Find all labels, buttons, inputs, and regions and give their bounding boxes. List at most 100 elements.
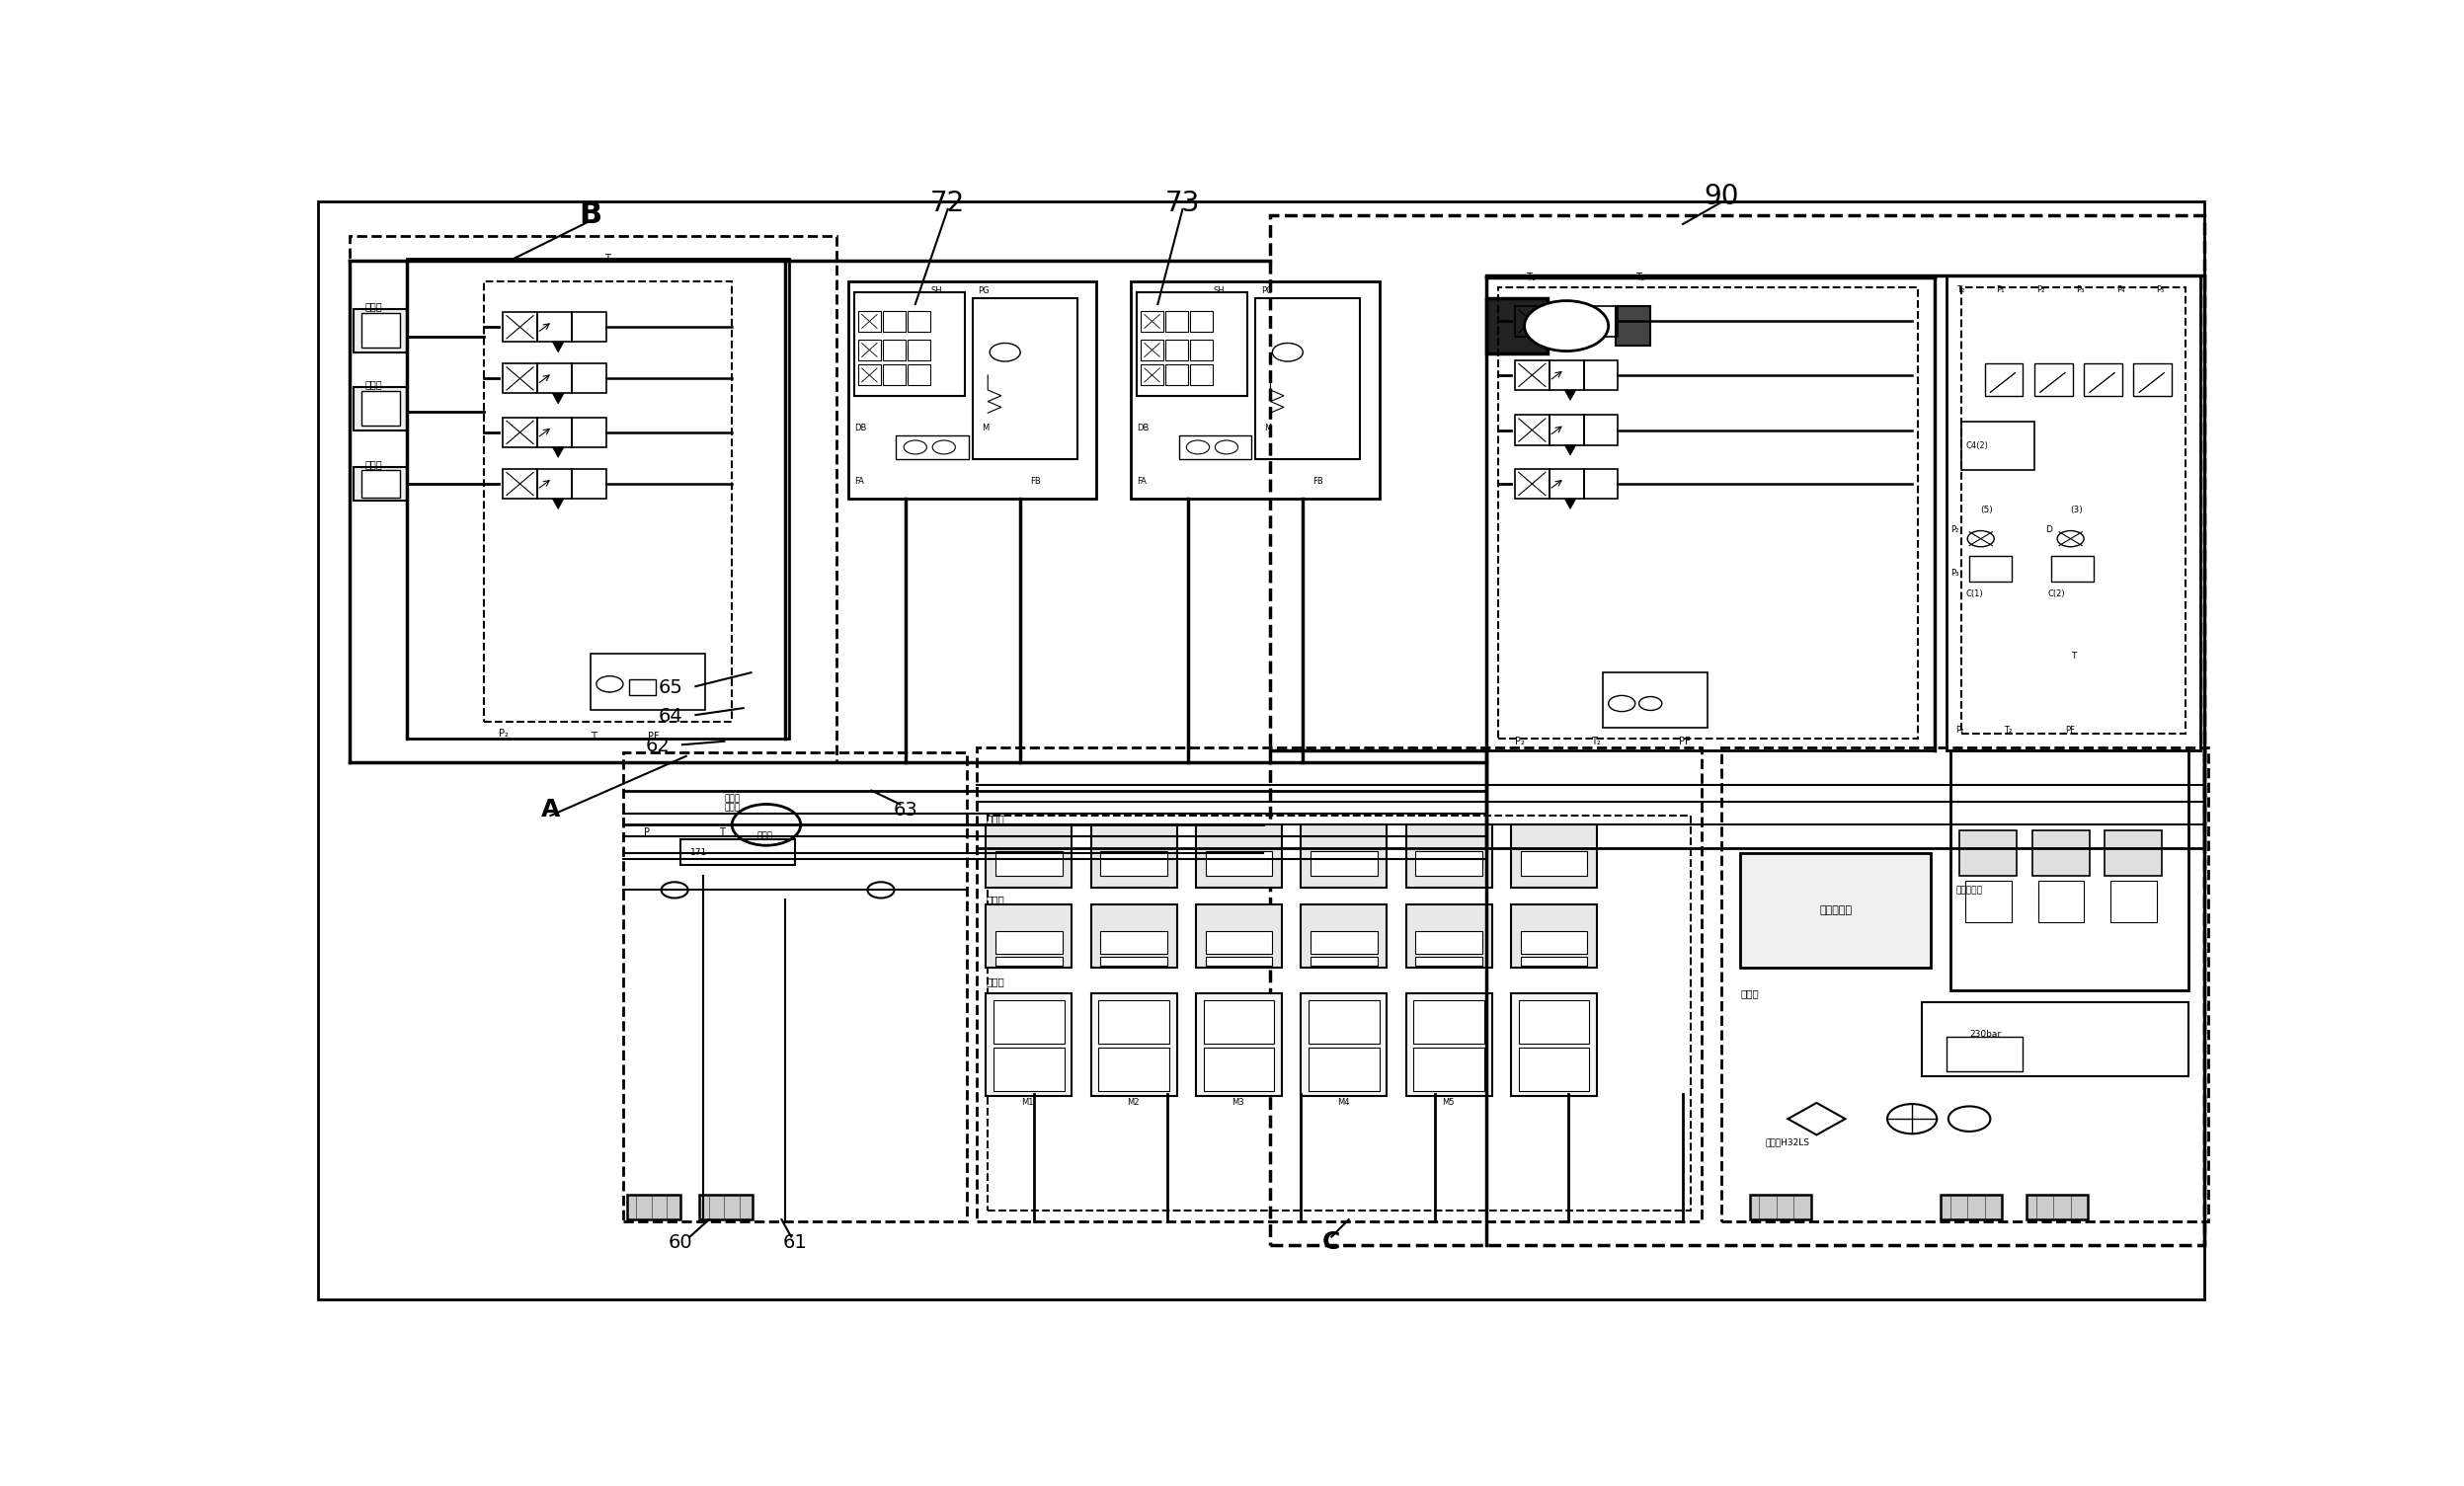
Text: T₂: T₂ (2003, 725, 2013, 734)
Text: PF: PF (2065, 725, 2075, 734)
Text: M: M (1264, 424, 1271, 432)
Bar (1202, 1000, 1274, 1043)
Bar (1165, 366, 1188, 385)
Bar (1515, 470, 1550, 499)
Bar (1518, 1048, 1589, 1091)
Text: 60: 60 (668, 1233, 692, 1251)
Bar (1550, 306, 1584, 336)
Bar (1407, 993, 1493, 1097)
Bar (537, 470, 572, 499)
Text: 全液压: 全液压 (724, 794, 739, 802)
Text: P₃: P₃ (2077, 285, 2085, 294)
Text: 重量显示器: 重量显示器 (1818, 905, 1853, 915)
Text: DB: DB (1136, 424, 1148, 432)
Text: C: C (1323, 1230, 1340, 1254)
Bar (1308, 1048, 1380, 1091)
Bar (2085, 364, 2122, 395)
Bar (995, 932, 1062, 954)
Bar (2025, 1195, 2087, 1220)
Text: FB: FB (1313, 477, 1323, 486)
Text: PG: PG (1262, 285, 1271, 294)
Bar (700, 1195, 754, 1220)
Bar (986, 993, 1072, 1097)
Circle shape (1525, 300, 1609, 351)
Bar (1584, 306, 1619, 336)
Text: P: P (643, 828, 650, 838)
Bar (1407, 825, 1493, 887)
Bar (1141, 366, 1163, 385)
Bar (1101, 957, 1168, 966)
Bar (2112, 881, 2156, 921)
Text: DB: DB (855, 424, 867, 432)
Polygon shape (552, 342, 564, 352)
Bar (503, 364, 537, 394)
Bar (1520, 932, 1587, 954)
Text: M1: M1 (1023, 1098, 1035, 1107)
Bar (628, 679, 655, 695)
Bar (1195, 993, 1281, 1097)
Bar (1165, 340, 1188, 360)
Bar (1984, 364, 2023, 395)
Text: 72: 72 (931, 190, 966, 217)
Bar (907, 366, 931, 385)
Text: 62: 62 (646, 737, 670, 755)
Bar (1178, 435, 1252, 459)
Bar (2035, 364, 2072, 395)
Bar (1101, 851, 1168, 877)
Bar (1407, 905, 1493, 967)
Text: T: T (591, 731, 596, 742)
Bar (1961, 422, 2035, 470)
Bar (1515, 306, 1550, 336)
Bar (1131, 281, 1380, 499)
Bar (1510, 825, 1597, 887)
Bar (2053, 556, 2094, 581)
Bar (355, 386, 407, 429)
Bar (986, 905, 1072, 967)
Bar (857, 311, 882, 331)
Text: P₄: P₄ (2117, 285, 2124, 294)
Bar (1311, 932, 1377, 954)
Bar (1951, 750, 2188, 991)
Bar (1165, 311, 1188, 331)
Bar (1550, 415, 1584, 444)
Bar (537, 312, 572, 342)
Text: M2: M2 (1126, 1098, 1138, 1107)
Text: B: B (579, 201, 601, 229)
Text: (3): (3) (2070, 505, 2082, 514)
Bar (1969, 556, 2011, 581)
Text: 发动机: 发动机 (1740, 988, 1759, 999)
Polygon shape (1565, 444, 1577, 455)
Text: T₁: T₁ (1525, 273, 1535, 282)
Text: T₂: T₂ (1636, 273, 1646, 282)
Bar (848, 281, 1096, 499)
Bar (1414, 932, 1483, 954)
Bar (1092, 825, 1178, 887)
Text: 卷扬臂: 卷扬臂 (365, 302, 382, 312)
Bar (1942, 1195, 2001, 1220)
Bar (2104, 831, 2163, 877)
Circle shape (596, 676, 623, 692)
Text: 多路阀: 多路阀 (986, 814, 1005, 825)
Text: D: D (2045, 525, 2053, 533)
Bar (1101, 932, 1168, 954)
Bar (857, 366, 882, 385)
Text: PF: PF (648, 731, 660, 742)
Bar (1959, 831, 2018, 877)
Bar (1414, 1048, 1483, 1091)
Bar (1205, 932, 1271, 954)
Bar (1099, 1048, 1170, 1091)
Text: P₂: P₂ (498, 728, 508, 739)
Bar (355, 309, 407, 352)
Bar (1205, 957, 1271, 966)
Bar (1205, 851, 1271, 877)
Text: M4: M4 (1338, 1098, 1350, 1107)
Bar (2033, 831, 2089, 877)
Bar (572, 364, 606, 394)
Bar (995, 957, 1062, 966)
Bar (857, 340, 882, 360)
Bar (1947, 275, 2200, 750)
Bar (1092, 905, 1178, 967)
Text: 63: 63 (894, 801, 919, 819)
Bar (1602, 673, 1708, 728)
Text: P₃: P₃ (1951, 569, 1959, 578)
